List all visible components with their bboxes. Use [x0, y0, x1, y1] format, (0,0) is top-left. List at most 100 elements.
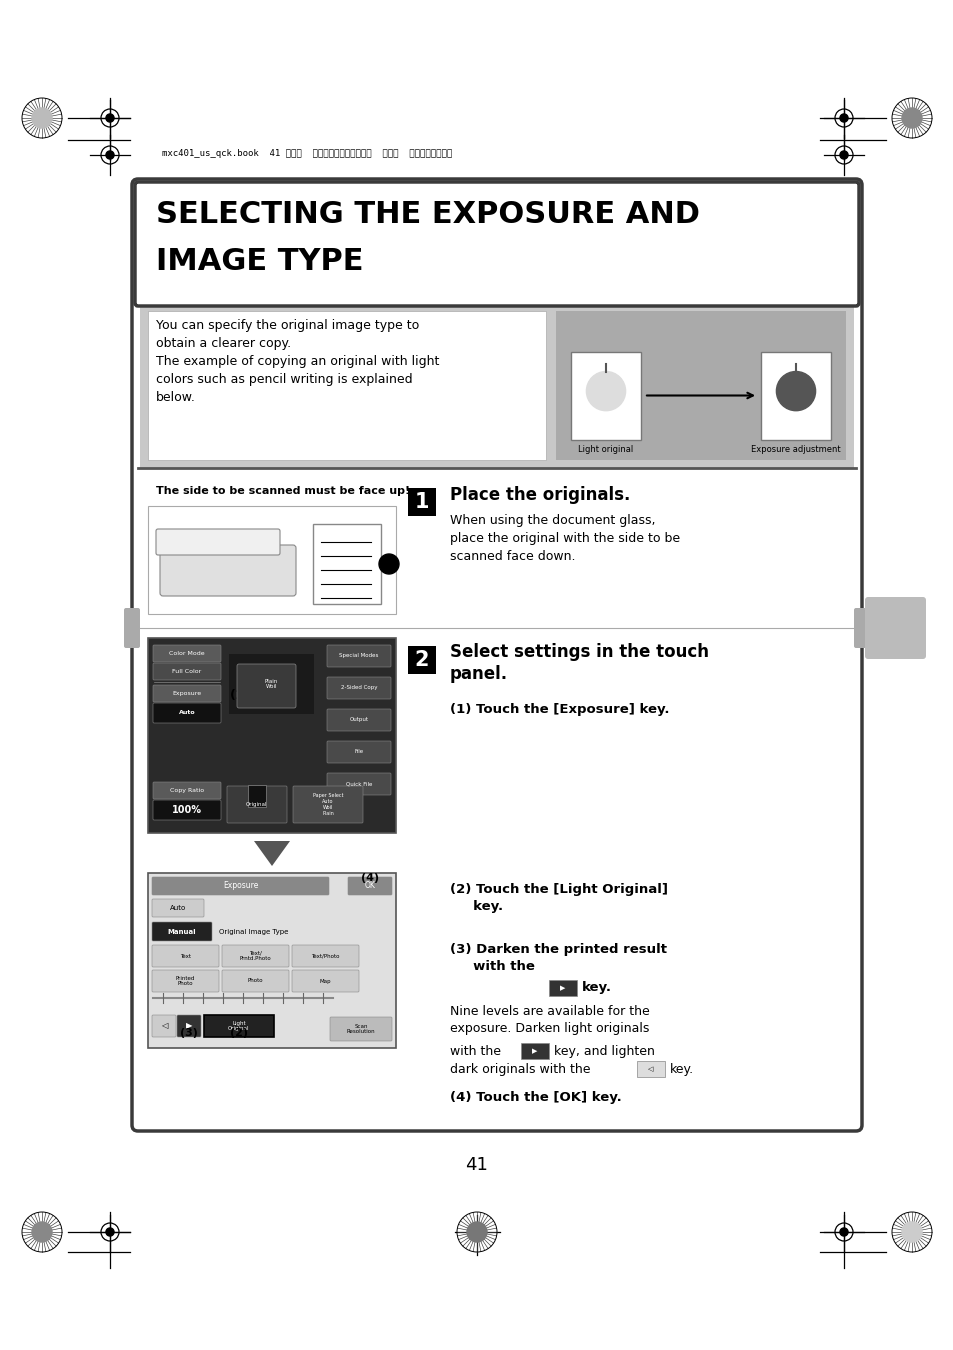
- Circle shape: [106, 113, 114, 122]
- Text: (4) Touch the [OK] key.: (4) Touch the [OK] key.: [450, 1091, 621, 1104]
- FancyBboxPatch shape: [177, 1015, 201, 1037]
- Text: Output: Output: [349, 717, 368, 722]
- Text: Photo: Photo: [248, 979, 263, 984]
- Circle shape: [901, 1222, 921, 1242]
- FancyBboxPatch shape: [132, 180, 862, 1131]
- FancyBboxPatch shape: [571, 351, 640, 440]
- Circle shape: [776, 371, 815, 410]
- FancyBboxPatch shape: [637, 1061, 664, 1077]
- FancyBboxPatch shape: [548, 980, 577, 996]
- Text: key.: key.: [581, 981, 612, 995]
- Text: SELECTING THE EXPOSURE AND: SELECTING THE EXPOSURE AND: [156, 200, 700, 230]
- FancyBboxPatch shape: [292, 945, 358, 967]
- FancyBboxPatch shape: [864, 597, 925, 659]
- Text: Exposure: Exposure: [172, 691, 201, 697]
- Circle shape: [839, 113, 847, 122]
- Text: Original Image Type: Original Image Type: [219, 929, 288, 936]
- Text: Scan
Resolution: Scan Resolution: [346, 1023, 375, 1034]
- Text: with the: with the: [450, 1045, 500, 1058]
- FancyBboxPatch shape: [152, 782, 221, 799]
- FancyBboxPatch shape: [236, 664, 295, 707]
- Text: Color Mode: Color Mode: [169, 651, 205, 656]
- Text: ▶: ▶: [559, 986, 565, 991]
- Text: Text/Photo: Text/Photo: [311, 953, 339, 958]
- FancyBboxPatch shape: [222, 945, 289, 967]
- FancyBboxPatch shape: [152, 703, 221, 724]
- FancyBboxPatch shape: [327, 676, 391, 699]
- FancyBboxPatch shape: [330, 1017, 392, 1041]
- Text: key, and lighten: key, and lighten: [554, 1045, 654, 1057]
- FancyBboxPatch shape: [853, 608, 869, 648]
- Circle shape: [32, 108, 52, 128]
- FancyBboxPatch shape: [408, 487, 436, 516]
- FancyBboxPatch shape: [327, 741, 391, 763]
- Text: mxc401_us_qck.book  41 ページ  ２００８年１０月１６日  木晒日  午前１０時５１分: mxc401_us_qck.book 41 ページ ２００８年１０月１６日 木晒…: [162, 148, 452, 158]
- Text: Nine levels are available for the
exposure. Darken light originals: Nine levels are available for the exposu…: [450, 1004, 649, 1035]
- Text: (1): (1): [230, 690, 251, 702]
- FancyBboxPatch shape: [408, 647, 436, 674]
- Text: Paper Select
Auto
Woil
Plain: Paper Select Auto Woil Plain: [313, 794, 343, 815]
- FancyBboxPatch shape: [148, 506, 395, 614]
- Text: Select settings in the touch
panel.: Select settings in the touch panel.: [450, 643, 708, 683]
- Text: Light original: Light original: [578, 446, 633, 455]
- Circle shape: [901, 108, 921, 128]
- FancyBboxPatch shape: [348, 878, 392, 895]
- FancyBboxPatch shape: [292, 971, 358, 992]
- FancyBboxPatch shape: [152, 899, 204, 917]
- FancyBboxPatch shape: [152, 645, 221, 662]
- Circle shape: [106, 1228, 114, 1237]
- Text: 2-Sided Copy: 2-Sided Copy: [340, 686, 376, 690]
- Text: 41: 41: [465, 1156, 488, 1174]
- Circle shape: [586, 371, 625, 410]
- Text: Light
Original: Light Original: [228, 1021, 250, 1031]
- Text: OK: OK: [364, 882, 375, 891]
- Circle shape: [106, 151, 114, 159]
- Text: (3) Darken the printed result
     with the: (3) Darken the printed result with the: [450, 944, 666, 973]
- FancyBboxPatch shape: [135, 182, 858, 306]
- Text: ◁: ◁: [648, 1066, 653, 1072]
- FancyBboxPatch shape: [204, 1015, 274, 1037]
- Text: Auto: Auto: [170, 904, 186, 911]
- FancyBboxPatch shape: [152, 945, 219, 967]
- FancyBboxPatch shape: [248, 784, 266, 807]
- Text: (1) Touch the [Exposure] key.: (1) Touch the [Exposure] key.: [450, 703, 669, 716]
- Text: Place the originals.: Place the originals.: [450, 486, 630, 504]
- Text: When using the document glass,
place the original with the side to be
scanned fa: When using the document glass, place the…: [450, 514, 679, 563]
- Text: Exposure adjustment: Exposure adjustment: [750, 446, 840, 455]
- FancyBboxPatch shape: [124, 608, 140, 648]
- Text: Text/
Prntd.Photo: Text/ Prntd.Photo: [239, 950, 271, 961]
- Circle shape: [839, 1228, 847, 1237]
- FancyBboxPatch shape: [140, 302, 853, 468]
- Circle shape: [378, 554, 398, 574]
- Text: dark originals with the: dark originals with the: [450, 1062, 590, 1076]
- FancyBboxPatch shape: [520, 1044, 548, 1058]
- FancyBboxPatch shape: [160, 545, 295, 595]
- FancyBboxPatch shape: [152, 878, 329, 895]
- Text: You can specify the original image type to
obtain a clearer copy.
The example of: You can specify the original image type …: [156, 319, 439, 404]
- FancyBboxPatch shape: [313, 524, 380, 603]
- Text: Copy Ratio: Copy Ratio: [170, 788, 204, 792]
- FancyBboxPatch shape: [152, 684, 221, 702]
- Text: 1: 1: [415, 491, 429, 512]
- FancyBboxPatch shape: [293, 786, 363, 824]
- FancyBboxPatch shape: [229, 653, 314, 714]
- Text: (4): (4): [360, 873, 378, 883]
- Text: Exposure: Exposure: [223, 882, 258, 891]
- Text: Full Color: Full Color: [172, 670, 201, 674]
- FancyBboxPatch shape: [152, 1015, 175, 1037]
- Text: Special Modes: Special Modes: [339, 653, 378, 659]
- Text: Quick File: Quick File: [345, 782, 372, 787]
- Text: Text: Text: [180, 953, 191, 958]
- FancyBboxPatch shape: [327, 645, 391, 667]
- FancyBboxPatch shape: [327, 709, 391, 730]
- Text: Printed
Photo: Printed Photo: [175, 976, 195, 987]
- FancyBboxPatch shape: [760, 351, 830, 440]
- Text: (2): (2): [230, 1027, 248, 1038]
- Text: File: File: [355, 749, 363, 755]
- FancyBboxPatch shape: [148, 310, 545, 460]
- FancyBboxPatch shape: [148, 873, 395, 1048]
- Text: The side to be scanned must be face up!: The side to be scanned must be face up!: [156, 486, 410, 495]
- Text: Plain
Woil: Plain Woil: [265, 679, 278, 690]
- FancyBboxPatch shape: [148, 639, 395, 833]
- FancyBboxPatch shape: [152, 663, 221, 680]
